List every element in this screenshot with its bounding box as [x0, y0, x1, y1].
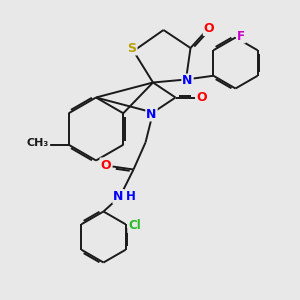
Text: CH₃: CH₃ [27, 138, 49, 148]
Text: N: N [182, 74, 193, 88]
Text: O: O [204, 22, 214, 35]
Text: O: O [196, 91, 207, 104]
Text: Cl: Cl [128, 219, 141, 232]
Text: S: S [128, 41, 136, 55]
Text: N: N [113, 190, 124, 203]
Text: F: F [237, 29, 245, 43]
Text: N: N [146, 107, 157, 121]
Text: H: H [126, 190, 135, 203]
Text: O: O [100, 158, 111, 172]
